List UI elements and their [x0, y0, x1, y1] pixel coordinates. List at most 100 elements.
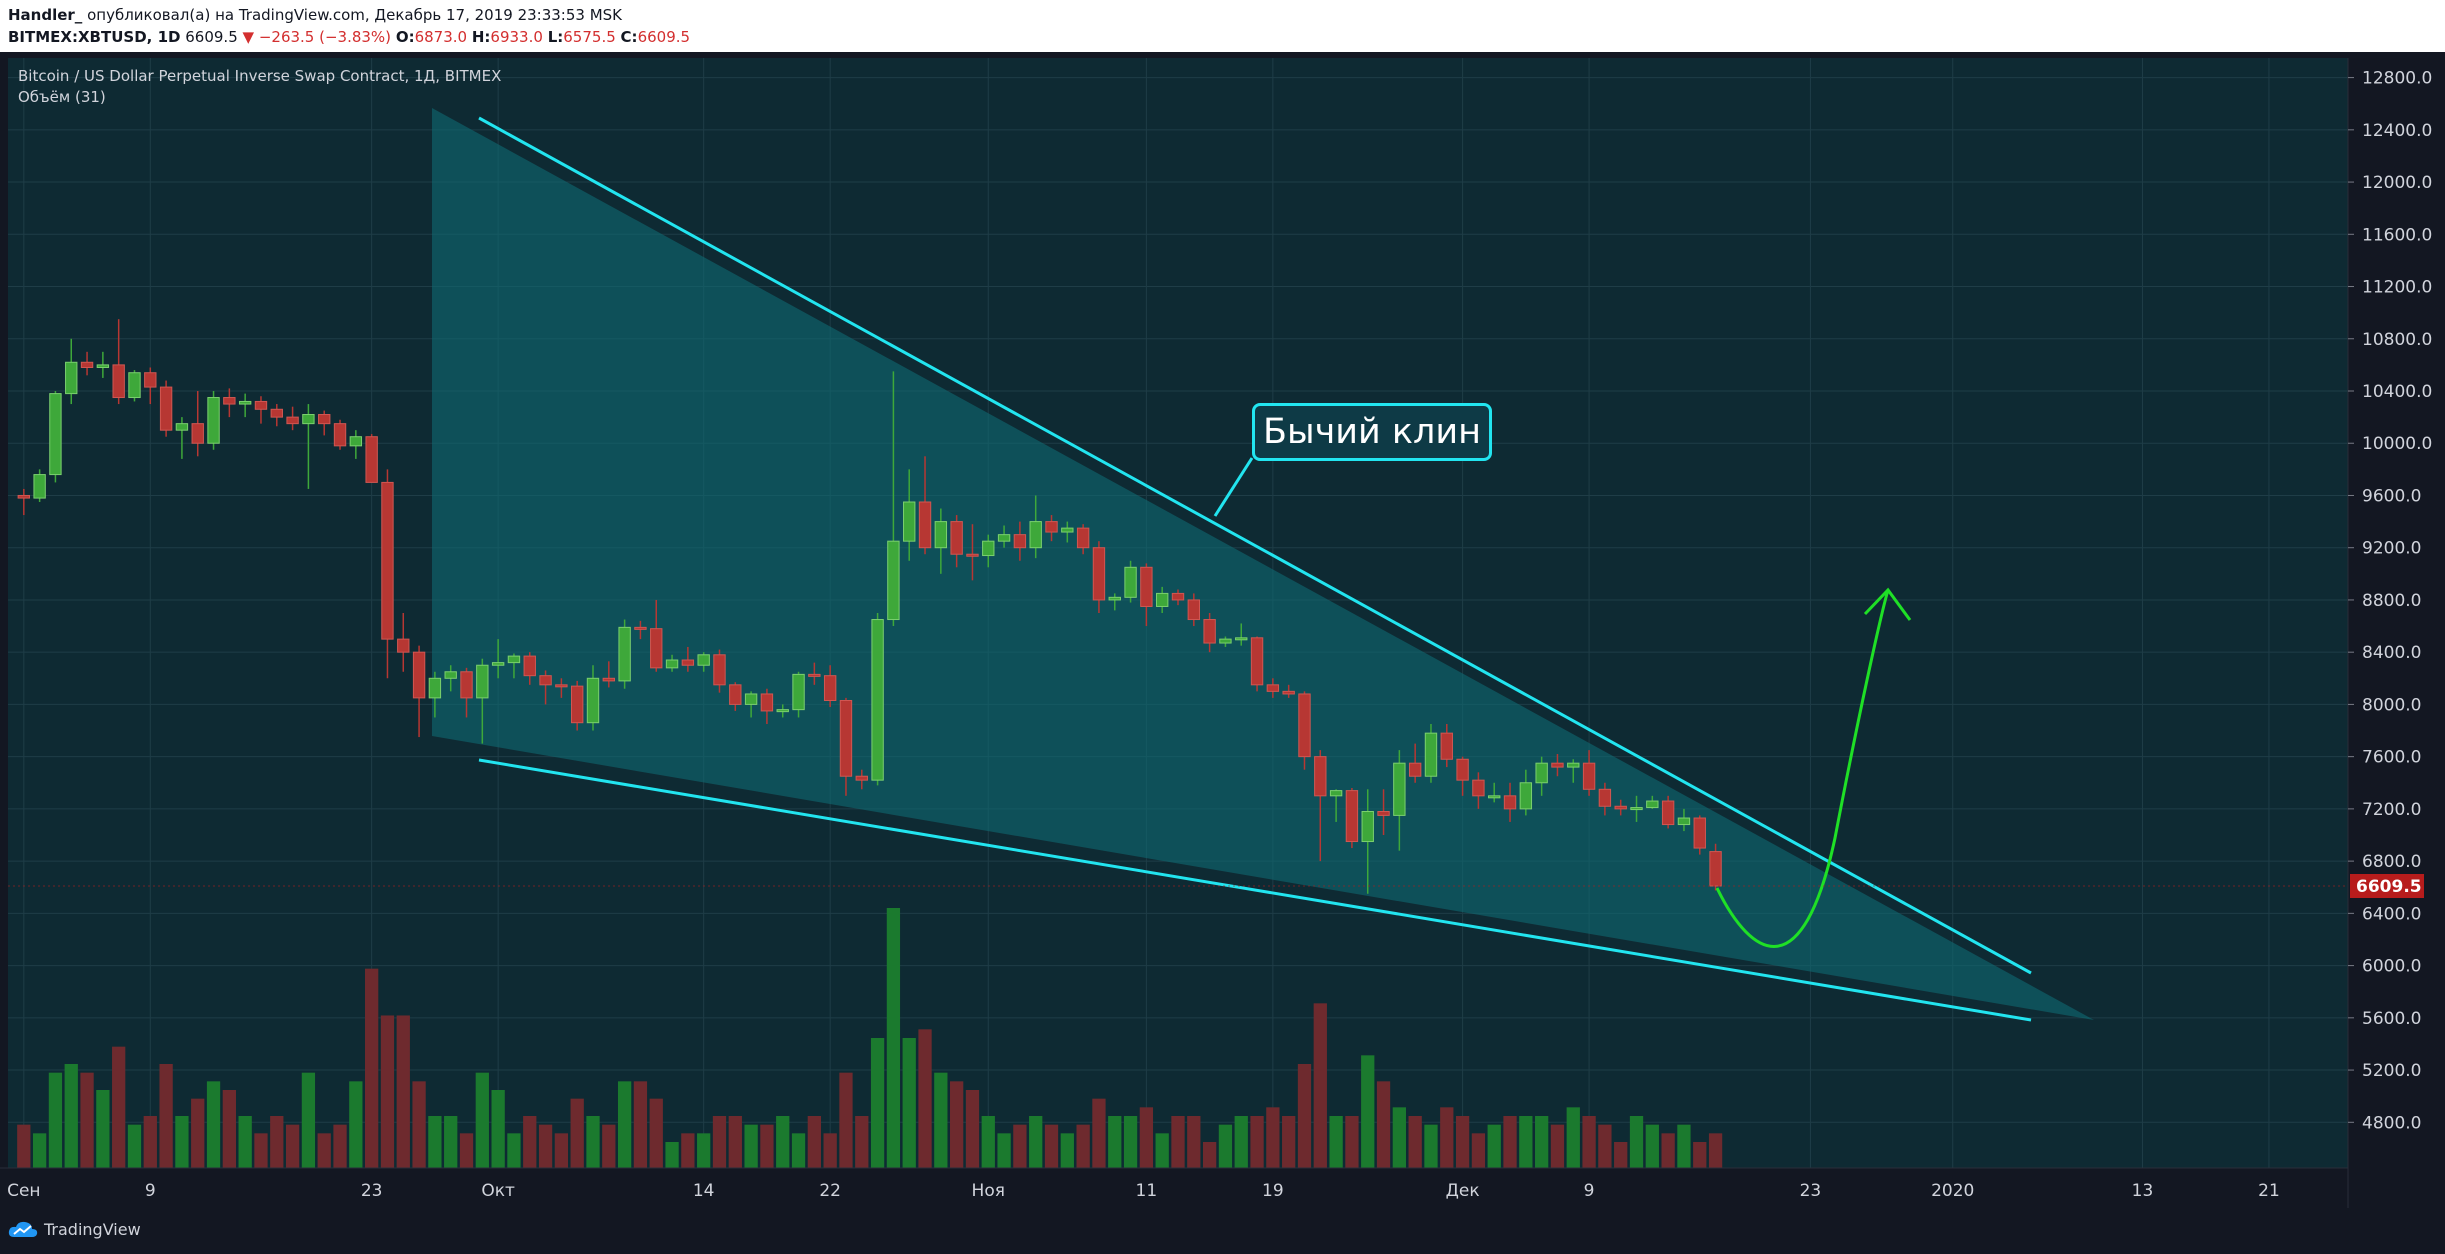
- candle-body: [1488, 795, 1501, 799]
- candle-body: [17, 494, 31, 499]
- time-tick-label: Сен: [7, 1181, 40, 1201]
- last-price-marker: 6609.5: [8, 873, 2424, 898]
- close-value: 6609.5: [637, 28, 691, 46]
- candle-body: [381, 481, 394, 640]
- tradingview-logo[interactable]: TradingView: [8, 1220, 141, 1239]
- candle-body: [349, 436, 363, 447]
- candle-body: [808, 673, 821, 677]
- candle-body: [444, 671, 457, 679]
- candle-body: [792, 673, 805, 711]
- last-price: 6609.5: [185, 28, 238, 46]
- volume-bar: [349, 1081, 363, 1168]
- volume-bar: [301, 1072, 316, 1168]
- candle-body: [1282, 690, 1295, 695]
- candle-body: [1155, 592, 1169, 607]
- time-tick-label: 19: [1262, 1181, 1284, 1201]
- candle-body: [1598, 788, 1612, 807]
- price-tick-label: 10400.0: [2362, 382, 2432, 402]
- candle-body: [175, 423, 189, 431]
- price-tick-label: 12400.0: [2362, 121, 2432, 141]
- candle-body: [365, 436, 378, 483]
- time-tick-label: 11: [1136, 1181, 1158, 1201]
- author-line: Handler_ опубликовал(а) на TradingView.c…: [8, 6, 622, 24]
- volume-bar: [712, 1116, 727, 1168]
- candle-body: [191, 423, 204, 444]
- chart-area[interactable]: 12800.0 12400.0 12000.0 11600.0 11200.0 10800…: [0, 58, 2445, 1208]
- candle-body: [997, 534, 1011, 542]
- volume-bar: [1392, 1107, 1406, 1168]
- volume-bar: [1376, 1081, 1391, 1168]
- volume-bar: [1187, 1116, 1201, 1168]
- volume-bars: [17, 908, 1723, 1168]
- price-chart[interactable]: 12800.0 12400.0 12000.0 11600.0 11200.0 10800…: [0, 58, 2445, 1208]
- annotation-callout[interactable]: Бычий клин: [1252, 403, 1492, 461]
- candle-body: [1535, 762, 1548, 784]
- candle-body: [855, 775, 868, 781]
- candle-body: [823, 675, 837, 701]
- candle-body: [1045, 521, 1058, 533]
- price-tick-label: 11200.0: [2362, 278, 2432, 298]
- candle-body: [555, 684, 568, 688]
- candle-body: [65, 361, 78, 395]
- candle-body: [1408, 762, 1422, 777]
- candle-body: [539, 675, 552, 686]
- candle-body: [286, 416, 299, 425]
- volume-bar: [1108, 1116, 1122, 1168]
- volume-bar: [649, 1098, 663, 1168]
- candle-body: [871, 619, 884, 781]
- candle-body: [1345, 790, 1359, 843]
- time-tick-label: Окт: [481, 1181, 515, 1201]
- volume-bar: [1693, 1142, 1707, 1168]
- volume-bar: [175, 1116, 189, 1168]
- time-tick-label: 21: [2258, 1181, 2280, 1201]
- wedge-lower-line[interactable]: [478, 758, 2032, 1022]
- volume-bar: [1582, 1116, 1596, 1168]
- volume-bar: [444, 1116, 458, 1168]
- volume-bar: [997, 1133, 1011, 1168]
- volume-bar: [1566, 1107, 1580, 1168]
- candle-body: [776, 709, 789, 713]
- volume-bar: [728, 1116, 742, 1168]
- candle-body: [223, 397, 236, 405]
- volume-legend: Объём (31): [18, 88, 106, 106]
- candle-body: [570, 685, 584, 724]
- candle-body: [33, 474, 46, 499]
- candle-body: [1393, 762, 1406, 816]
- price-tick-label: 6000.0: [2362, 957, 2421, 977]
- volume-bar: [1598, 1124, 1612, 1168]
- candle-body: [1029, 521, 1042, 549]
- candle-body: [49, 393, 62, 476]
- volume-bar: [222, 1090, 236, 1168]
- volume-bar: [950, 1081, 964, 1168]
- volume-bar: [602, 1124, 616, 1168]
- candle-body: [1677, 817, 1691, 826]
- price-axis[interactable]: 12800.0 12400.0 12000.0 11600.0 11200.0 10800…: [2348, 69, 2432, 1134]
- last-price-badge: [2350, 873, 2424, 898]
- candle-body: [1298, 693, 1311, 758]
- candle-body: [966, 553, 979, 557]
- volume-bar: [285, 1124, 300, 1168]
- volume-bar: [1234, 1116, 1248, 1168]
- volume-bar: [32, 1133, 47, 1168]
- volume-bar: [1218, 1124, 1233, 1168]
- forecast-arrowhead: [1863, 587, 1912, 621]
- forecast-arrow[interactable]: [1715, 589, 1890, 948]
- wedge-upper-line[interactable]: [478, 116, 2032, 975]
- candle-body: [476, 664, 489, 699]
- candle-body: [903, 501, 916, 542]
- price-tick-label: 5600.0: [2362, 1009, 2421, 1029]
- wedge-pattern: [432, 108, 2094, 1022]
- volume-bar: [886, 908, 901, 1168]
- volume-bar: [1171, 1116, 1185, 1168]
- volume-bar: [633, 1081, 648, 1168]
- time-axis[interactable]: Сен 9 23 Окт 14 22 Ноя 11 19 Дек 9 23 2020 13 21: [7, 1181, 2280, 1201]
- candle-body: [1424, 732, 1438, 777]
- candle-body: [1124, 566, 1137, 598]
- volume-bar: [380, 1015, 395, 1168]
- candle-body: [713, 654, 726, 686]
- volume-bar: [333, 1124, 347, 1168]
- candle-body: [681, 659, 695, 666]
- author-name[interactable]: Handler_: [8, 6, 83, 24]
- candle-body: [1630, 807, 1643, 811]
- volume-bar: [839, 1072, 853, 1168]
